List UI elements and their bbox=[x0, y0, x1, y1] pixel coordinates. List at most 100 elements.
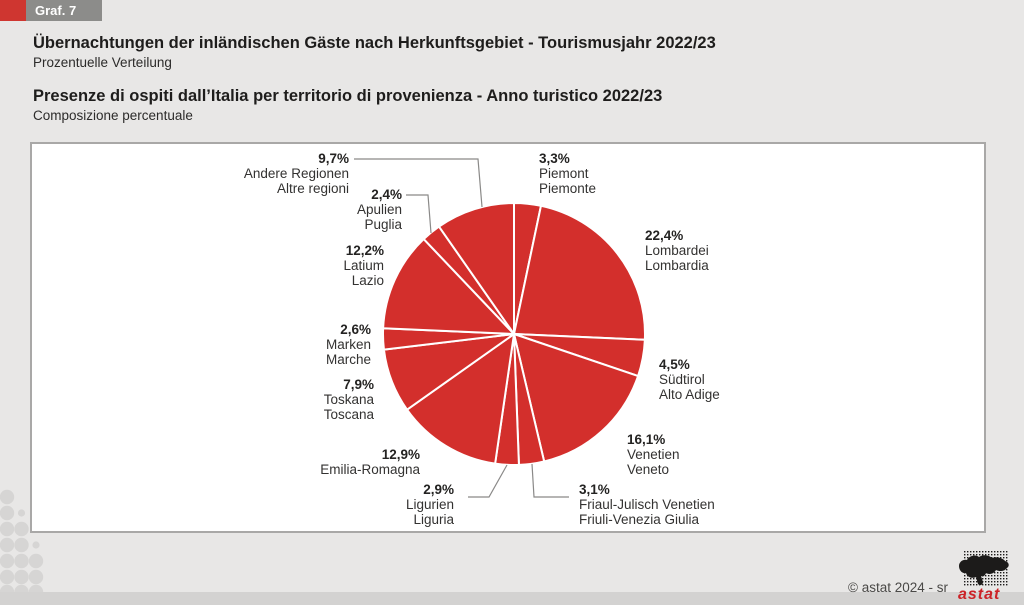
astat-logo-text: astat bbox=[958, 586, 1001, 603]
logo-halftone-dot bbox=[1006, 584, 1008, 586]
leader-line bbox=[468, 464, 508, 498]
astat-logo-map-icon bbox=[959, 551, 1009, 586]
pie-label-latium-de: Latium bbox=[343, 258, 384, 273]
logo-halftone-dot bbox=[997, 554, 999, 556]
logo-halftone-dot bbox=[976, 584, 978, 586]
logo-halftone-dot bbox=[1006, 575, 1008, 577]
title-german: Übernachtungen der inländischen Gäste na… bbox=[33, 34, 716, 52]
decoration-dot bbox=[28, 569, 44, 585]
chart-area: 3,3% Piemont Piemonte 22,4% Lombardei Lombard… bbox=[30, 142, 986, 533]
pie-label-piemont-de: Piemont bbox=[539, 166, 589, 181]
pie-label-friaul-pct: 3,1% bbox=[579, 482, 610, 497]
pie-label-venetien-pct: 16,1% bbox=[627, 432, 666, 447]
pie-slice-emilia bbox=[405, 331, 516, 465]
pie-label-venetien: 16,1% Venetien Veneto bbox=[627, 432, 857, 477]
subtitle-german: Prozentuelle Verteilung bbox=[33, 55, 172, 70]
logo-halftone-dot bbox=[985, 584, 987, 586]
accent-red-square bbox=[0, 0, 26, 21]
decoration-dot bbox=[0, 569, 15, 585]
logo-halftone-dot bbox=[1003, 551, 1005, 553]
pie-slice-andere bbox=[437, 201, 515, 338]
logo-halftone-dot bbox=[1003, 554, 1005, 556]
logo-halftone-dot bbox=[1006, 551, 1008, 553]
pie-label-lombardei: 22,4% Lombardei Lombardia bbox=[645, 228, 875, 273]
logo-halftone-dot bbox=[991, 554, 993, 556]
pie-label-friaul-it: Friuli-Venezia Giulia bbox=[579, 512, 700, 527]
logo-halftone-dot bbox=[976, 554, 978, 556]
logo-halftone-dot bbox=[991, 551, 993, 553]
logo-halftone-dot bbox=[997, 572, 999, 574]
pie-slice-latium bbox=[382, 237, 517, 336]
graf-badge-label: Graf. 7 bbox=[35, 3, 77, 18]
logo-halftone-dot bbox=[994, 584, 996, 586]
pie-label-lombardei-pct: 22,4% bbox=[645, 228, 684, 243]
pie-label-marken-de: Marken bbox=[325, 337, 371, 352]
leader-line bbox=[531, 463, 569, 498]
decoration-dot bbox=[0, 489, 15, 505]
leader-line bbox=[406, 194, 432, 234]
pie-label-piemont-it: Piemonte bbox=[539, 181, 597, 196]
logo-halftone-dot bbox=[1003, 575, 1005, 577]
pie-label-emilia-de: Emilia-Romagna bbox=[320, 462, 420, 477]
logo-halftone-dot bbox=[973, 584, 975, 586]
pie-label-apulien-it: Puglia bbox=[364, 217, 402, 232]
logo-halftone-dot bbox=[1000, 557, 1002, 559]
logo-halftone-dot bbox=[985, 581, 987, 583]
logo-halftone-dot bbox=[1006, 554, 1008, 556]
logo-halftone-dot bbox=[994, 572, 996, 574]
pie-label-piemont-pct: 3,3% bbox=[539, 151, 570, 166]
pie-label-latium-pct: 12,2% bbox=[345, 243, 384, 258]
logo-halftone-dot bbox=[997, 575, 999, 577]
leader-line bbox=[354, 158, 483, 208]
logo-halftone-dot bbox=[967, 557, 969, 559]
graf-badge: Graf. 7 bbox=[26, 0, 102, 21]
logo-halftone-dot bbox=[967, 554, 969, 556]
logo-halftone-dot bbox=[994, 578, 996, 580]
logo-halftone-dot bbox=[964, 581, 966, 583]
logo-halftone-dot bbox=[970, 584, 972, 586]
logo-halftone-dot bbox=[1003, 581, 1005, 583]
logo-halftone-dot bbox=[994, 575, 996, 577]
logo-halftone-dot bbox=[1006, 581, 1008, 583]
pie-label-venetien-it: Veneto bbox=[627, 462, 670, 477]
logo-halftone-dot bbox=[979, 554, 981, 556]
pie-label-ligurien-pct: 2,9% bbox=[423, 482, 454, 497]
logo-halftone-dot bbox=[991, 578, 993, 580]
logo-halftone-dot bbox=[979, 551, 981, 553]
logo-halftone-dot bbox=[1003, 578, 1005, 580]
logo-halftone-dot bbox=[991, 557, 993, 559]
logo-halftone-dot bbox=[970, 578, 972, 580]
logo-halftone-dot bbox=[976, 551, 978, 553]
decoration-dot bbox=[14, 521, 29, 537]
logo-halftone-dot bbox=[991, 584, 993, 586]
logo-halftone-dot bbox=[982, 578, 984, 580]
logo-halftone-dot bbox=[1000, 554, 1002, 556]
logo-halftone-dot bbox=[988, 575, 990, 577]
logo-halftone-dot bbox=[1006, 557, 1008, 559]
pie-label-latium-it: Lazio bbox=[351, 273, 384, 288]
logo-halftone-dot bbox=[970, 551, 972, 553]
decoration-dot bbox=[14, 537, 29, 553]
logo-halftone-dot bbox=[1000, 575, 1002, 577]
title-italian: Presenze di ospiti dall’Italia per terri… bbox=[33, 87, 663, 105]
logo-halftone-dot bbox=[1006, 578, 1008, 580]
logo-halftone-dot bbox=[973, 551, 975, 553]
logo-halftone-dot bbox=[973, 581, 975, 583]
pie-label-marken-it: Marche bbox=[325, 352, 371, 367]
pie-label-suedtirol-it: Alto Adige bbox=[659, 387, 720, 402]
logo-halftone-dot bbox=[1006, 569, 1008, 571]
pie-label-andere-it: Altre regioni bbox=[276, 181, 349, 196]
pie-label-toskana-de: Toskana bbox=[323, 392, 374, 407]
logo-halftone-dot bbox=[988, 554, 990, 556]
logo-map-silhouette bbox=[959, 555, 1009, 586]
logo-halftone-dot bbox=[967, 551, 969, 553]
logo-halftone-dot bbox=[970, 554, 972, 556]
decoration-dot bbox=[0, 505, 15, 521]
logo-halftone-dot bbox=[985, 578, 987, 580]
pie-label-apulien-de: Apulien bbox=[356, 202, 402, 217]
pie-label-toskana-pct: 7,9% bbox=[343, 377, 374, 392]
logo-halftone-dot bbox=[1003, 557, 1005, 559]
logo-halftone-dot bbox=[1000, 578, 1002, 580]
logo-halftone-dot bbox=[964, 551, 966, 553]
logo-halftone-dot bbox=[973, 578, 975, 580]
